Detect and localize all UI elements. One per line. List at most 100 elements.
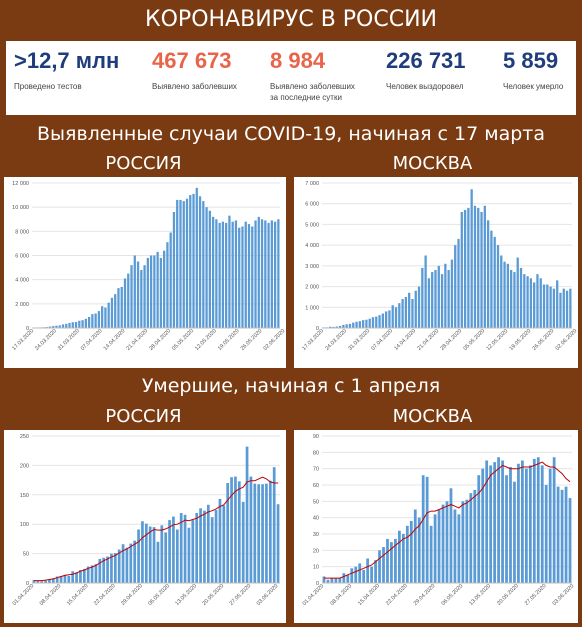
bar	[426, 477, 429, 583]
x-tick-label: 01.04.2020	[302, 583, 326, 607]
bar	[191, 520, 194, 583]
bar	[250, 477, 253, 583]
bar	[553, 289, 555, 328]
bar	[254, 220, 256, 328]
bar	[242, 502, 245, 583]
bar	[176, 529, 179, 583]
bar	[438, 510, 441, 584]
bar	[431, 272, 433, 328]
bar	[121, 287, 123, 328]
stat-label: Проведено тестов	[14, 81, 119, 92]
bar	[95, 564, 98, 583]
y-tick-label: 80	[313, 450, 319, 456]
bar	[378, 550, 381, 583]
bar	[537, 457, 540, 583]
bar	[469, 493, 472, 583]
bar	[414, 510, 417, 584]
bar	[430, 526, 433, 583]
bar	[199, 508, 202, 583]
bar	[500, 256, 502, 329]
bar	[211, 517, 214, 583]
cases-russia-label: РОССИЯ	[0, 151, 287, 177]
bar	[149, 527, 152, 583]
bar	[349, 324, 351, 328]
stat-value: 8 984	[270, 47, 355, 75]
bar	[422, 475, 425, 583]
bar	[447, 270, 449, 328]
stat-recovered: 226 731 Человек выздоровел	[386, 47, 466, 92]
bar	[566, 291, 568, 328]
bar	[424, 256, 426, 329]
bar	[143, 265, 145, 328]
x-tick-label: 14.04.2020	[393, 328, 417, 352]
bar	[346, 575, 349, 583]
bar	[465, 500, 468, 583]
bar	[369, 319, 371, 328]
x-tick-label: 28.04.2020	[148, 328, 172, 352]
x-tick-label: 22.04.2020	[93, 583, 117, 607]
x-tick-label: 21.04.2020	[126, 328, 150, 352]
cases-section-title: Выявленные случаи COVID-19, начиная с 17…	[0, 121, 582, 147]
x-tick-label: 15.04.2020	[66, 583, 90, 607]
stat-infected: 467 673 Выявлено заболевших	[152, 47, 237, 92]
bar	[134, 256, 136, 329]
bar	[130, 265, 132, 328]
bar	[553, 457, 556, 583]
y-tick-label: 12 000	[12, 181, 29, 187]
bar	[267, 223, 269, 328]
x-tick-label: 13.05.2020	[468, 583, 492, 607]
stat-label: Человек выздоровел	[386, 81, 466, 92]
bar	[474, 206, 476, 328]
bar	[94, 314, 96, 329]
bar	[114, 294, 116, 328]
x-tick-label: 24.03.2020	[34, 328, 58, 352]
bar	[331, 578, 334, 583]
bar	[480, 212, 482, 328]
bar	[225, 223, 227, 328]
bar	[362, 570, 365, 583]
bar	[248, 224, 250, 328]
bar	[434, 514, 437, 583]
stat-label: Выявлено заболевших	[152, 81, 237, 92]
bar	[277, 504, 280, 583]
bar	[457, 239, 459, 328]
bar	[269, 481, 272, 583]
bar	[541, 465, 544, 583]
bar	[386, 539, 389, 583]
bar	[202, 201, 204, 328]
x-tick-label: 29.04.2020	[120, 583, 144, 607]
bar	[67, 576, 70, 583]
y-tick-label: 2 000	[15, 302, 29, 308]
bar	[458, 514, 461, 583]
y-tick-label: 4 000	[15, 278, 29, 284]
x-tick-label: 01.04.2020	[12, 583, 36, 607]
bar	[124, 278, 126, 328]
x-tick-label: 26.05.2020	[532, 328, 556, 352]
bar	[104, 307, 106, 328]
y-tick-label: 3 000	[305, 264, 319, 270]
bar	[137, 529, 140, 583]
stat-deaths: 5 859 Человек умерло	[503, 47, 563, 92]
bar	[405, 297, 407, 328]
bar	[71, 571, 74, 583]
bar	[362, 320, 364, 328]
x-tick-label: 08.04.2020	[39, 583, 63, 607]
bar	[230, 477, 233, 583]
y-tick-label: 150	[20, 493, 29, 499]
bar	[530, 278, 532, 328]
deaths-moscow-label: МОСКВА	[289, 404, 576, 430]
bar	[355, 322, 357, 328]
x-tick-label: 17.03.2020	[301, 328, 325, 352]
bar	[75, 572, 78, 583]
y-tick-label: 60	[313, 483, 319, 489]
bar	[444, 264, 446, 328]
bar	[65, 324, 67, 328]
bar	[117, 288, 119, 328]
bar	[78, 321, 80, 328]
bar	[561, 490, 564, 583]
bar	[153, 527, 156, 583]
bar	[415, 291, 417, 328]
x-tick-label: 22.04.2020	[385, 583, 409, 607]
